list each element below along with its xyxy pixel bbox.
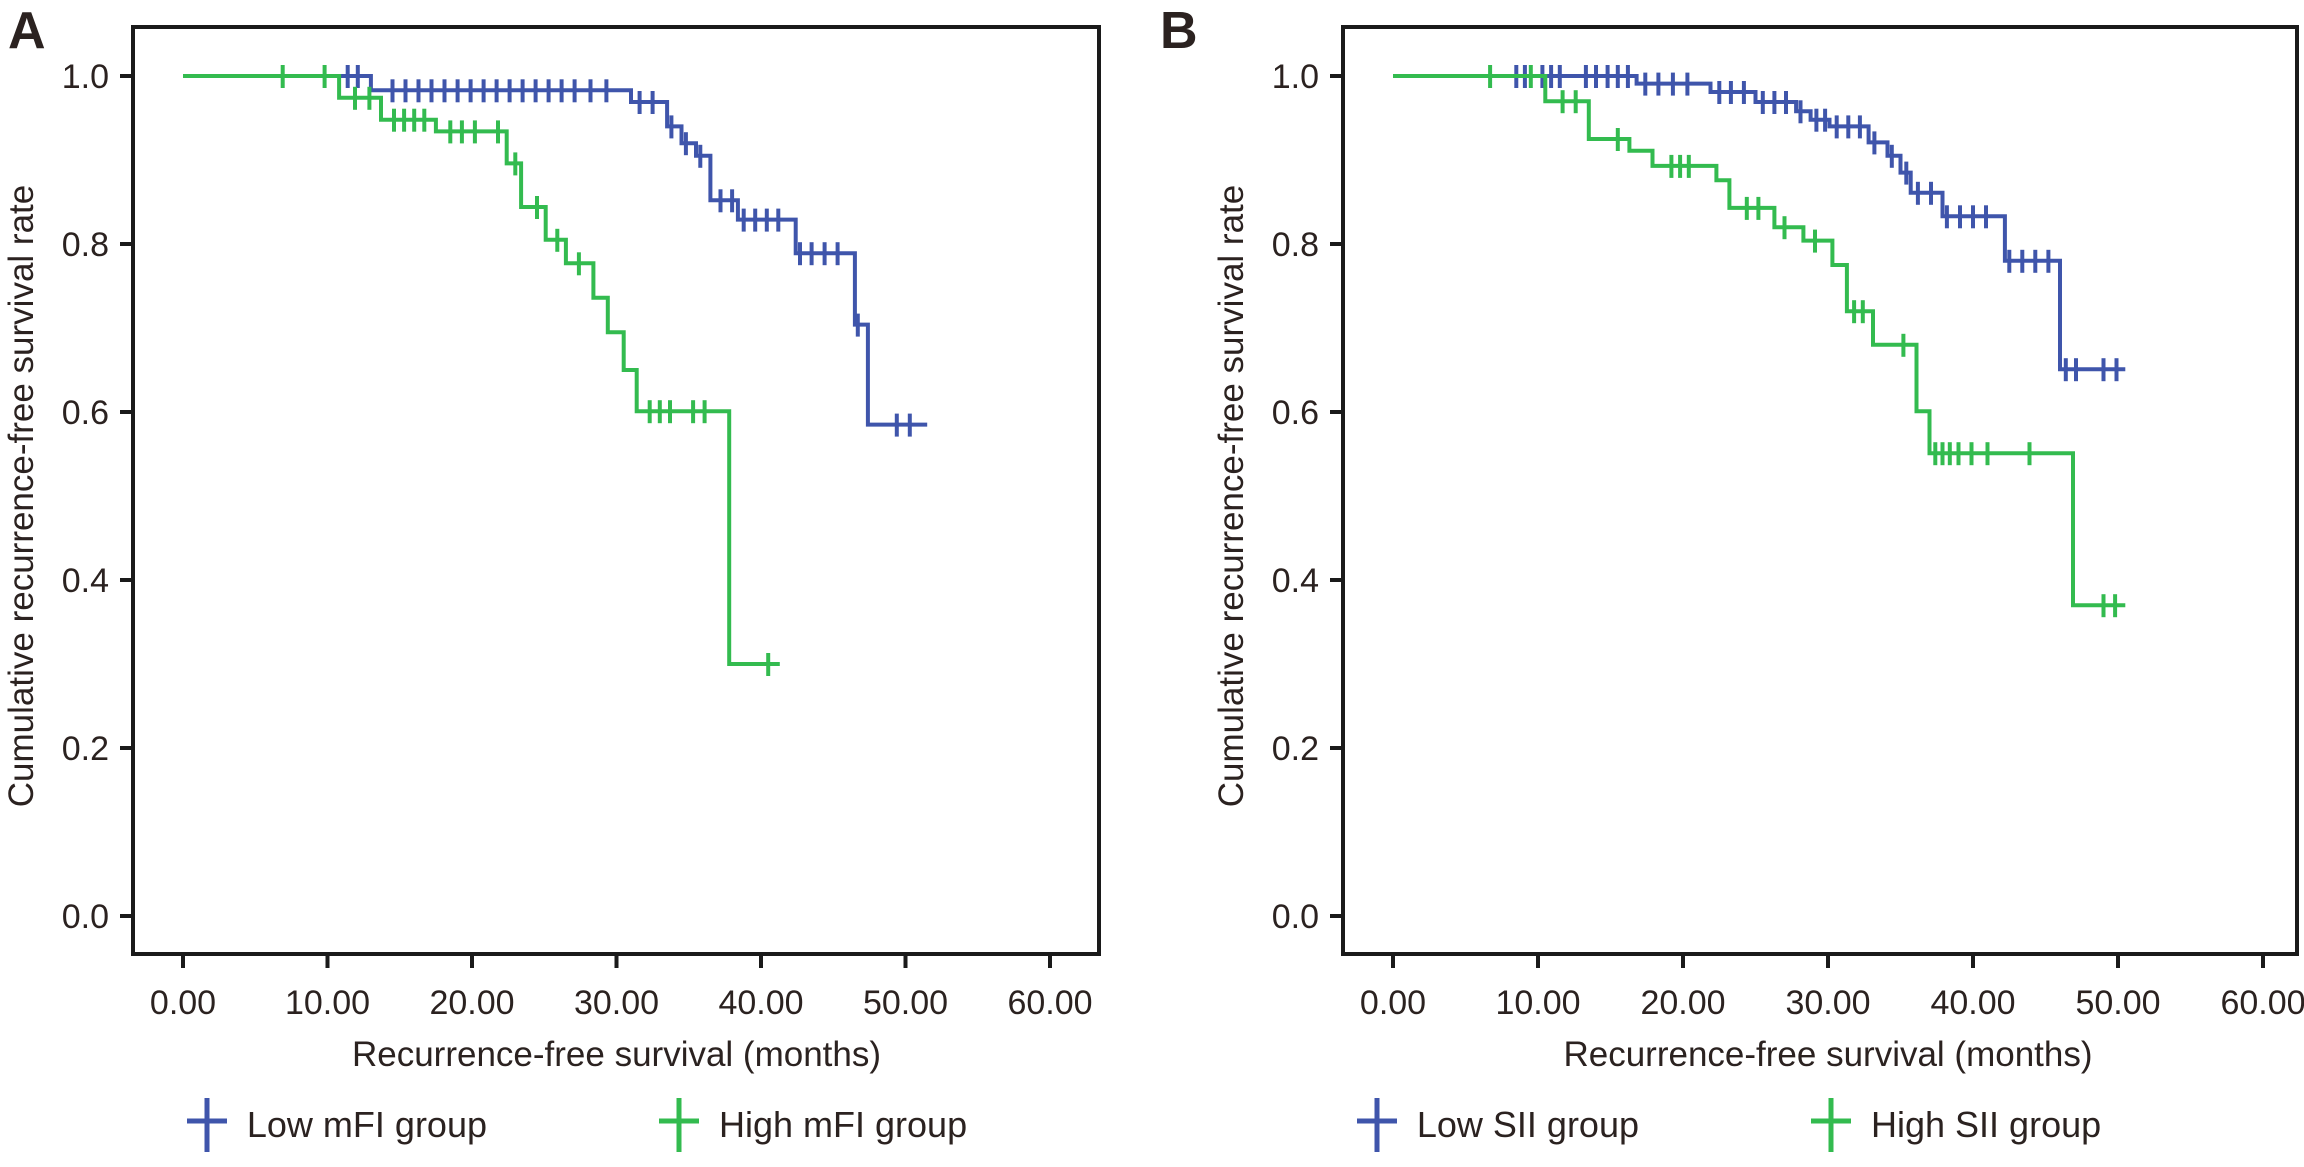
curve-high-mfi-group [183, 74, 780, 666]
x-tick-label: 30.00 [574, 984, 659, 1022]
x-tick-label: 50.00 [863, 984, 948, 1022]
censors-high-mfi-group [280, 65, 771, 676]
legend-label-high-sii-group: High SII group [1871, 1103, 2102, 1145]
x-tick-label: 40.00 [1930, 984, 2015, 1022]
green-plus-icon [1811, 1097, 1851, 1152]
blue-plus-icon [1356, 1097, 1397, 1152]
y-tick-label: 0.8 [62, 226, 109, 264]
legend-item-low-mfi-group: Low mFI group [185, 1095, 487, 1155]
x-axis-title: Recurrence-free survival (months) [352, 1035, 881, 1074]
x-tick-label: 10.00 [285, 984, 370, 1022]
censors-high-sii-group [1488, 65, 2118, 618]
y-tick-label: 0.0 [62, 898, 109, 936]
censors-low-sii-group [1514, 65, 2119, 382]
y-tick-label: 0.2 [62, 730, 109, 768]
panel-letter: A [8, 2, 46, 60]
plot-frame [131, 25, 1101, 956]
km-chart-panel-b: 1.0 0.8 0.6 0.4 0.2 0.0 0.00 10.00 20.00 30.00 40.… [1160, 2, 2304, 1074]
y-tick-label: 0.2 [1272, 730, 1319, 768]
curve-low-mfi-group [183, 74, 928, 427]
legend-label-high-mfi-group: High mFI group [719, 1103, 968, 1145]
legend-panel-b: Low SII group High SII group [1152, 1082, 2304, 1167]
y-tick-label: 0.6 [62, 394, 109, 432]
censors-low-mfi-group [345, 65, 912, 437]
y-tick-label: 0.6 [1272, 394, 1319, 432]
legend-item-high-mfi-group: High mFI group [657, 1095, 967, 1155]
y-tick-label: 0.4 [62, 562, 109, 600]
legend-item-low-sii-group: Low SII group [1355, 1095, 1639, 1155]
x-tick-label: 0.00 [1360, 984, 1426, 1022]
x-tick-label: 40.00 [718, 984, 803, 1022]
panel-letter: B [1160, 2, 1198, 60]
legend-item-high-sii-group: High SII group [1809, 1095, 2101, 1155]
green-plus-icon [659, 1097, 699, 1152]
legend-label-low-mfi-group: Low mFI group [246, 1103, 487, 1145]
x-tick-label: 50.00 [2075, 984, 2160, 1022]
x-axis-title: Recurrence-free survival (months) [1563, 1035, 2092, 1074]
x-tick-label: 60.00 [1007, 984, 1092, 1022]
x-tick-label: 20.00 [429, 984, 514, 1022]
km-chart-panel-a: 1.0 0.8 0.6 0.4 0.2 0.0 0.00 10.00 20.00 30.00 40.… [2, 2, 1101, 1074]
y-axis-title: Cumulative recurrence-free survival rate [1212, 185, 1251, 807]
y-tick-label: 0.4 [1272, 562, 1319, 600]
y-tick-label: 1.0 [62, 58, 109, 96]
y-tick-label: 1.0 [1272, 58, 1319, 96]
x-tick-label: 30.00 [1785, 984, 1870, 1022]
x-tick-label: 10.00 [1495, 984, 1580, 1022]
y-tick-label: 0.8 [1272, 226, 1319, 264]
x-tick-label: 0.00 [150, 984, 216, 1022]
legend-panel-a: Low mFI group High mFI group [0, 1082, 1152, 1167]
curve-high-sii-group [1393, 74, 2126, 608]
y-tick-label: 0.0 [1272, 898, 1319, 936]
plot-frame [1341, 25, 2299, 956]
x-tick-label: 60.00 [2220, 984, 2304, 1022]
x-tick-label: 20.00 [1640, 984, 1725, 1022]
y-axis-title: Cumulative recurrence-free survival rate [2, 185, 41, 807]
blue-plus-icon [186, 1097, 227, 1152]
legend-label-low-sii-group: Low SII group [1416, 1103, 1639, 1145]
curve-low-sii-group [1393, 74, 2126, 372]
